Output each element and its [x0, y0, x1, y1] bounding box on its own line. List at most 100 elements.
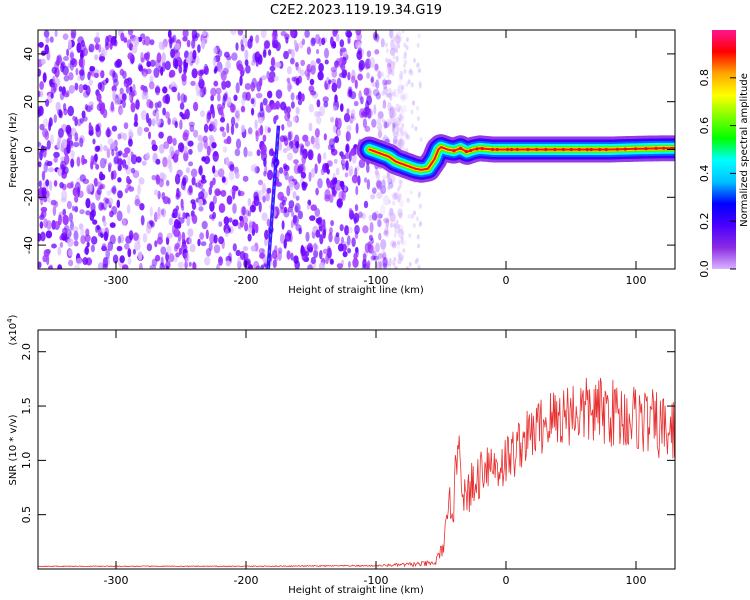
spectrogram-noise-blob	[262, 195, 266, 203]
spectrogram-signal-trace	[356, 134, 675, 183]
spectrogram-noise-fringe	[401, 230, 405, 236]
spectrogram-noise-blob	[341, 181, 345, 191]
spectrogram-noise-blob	[69, 140, 74, 149]
spectrogram-noise-blob	[122, 264, 129, 269]
spectrogram-noise-blob	[343, 113, 351, 123]
spectrogram-noise-fringe	[388, 121, 392, 127]
spectrogram-noise-blob	[258, 201, 262, 213]
spectrogram-noise-blob	[183, 67, 187, 75]
spectrogram-noise-blob	[325, 163, 329, 170]
spectrogram-noise-blob	[110, 101, 115, 112]
spectrogram-noise-blob	[66, 200, 72, 210]
spectrogram-noise-blob	[315, 142, 321, 150]
spectrogram-noise-blob	[96, 187, 102, 196]
spectrogram-noise-blob	[290, 252, 294, 261]
spectrogram-noise-blob	[322, 248, 329, 255]
spectrogram-noise-fringe	[403, 54, 407, 60]
spectrogram-noise-blob	[347, 72, 351, 81]
spectrogram-noise-blob	[291, 211, 295, 218]
spectrogram-noise-blob	[96, 31, 100, 39]
spectrogram-noise-blob	[381, 179, 386, 189]
spectrogram-noise-blob	[240, 105, 246, 113]
spectrogram-noise-blob	[151, 258, 158, 267]
spectrogram-noise-blob	[142, 233, 148, 243]
spectrogram-noise-fringe	[385, 232, 389, 238]
spectrogram-noise-blob	[183, 129, 190, 138]
spectrogram-noise-blob	[217, 93, 221, 102]
spectrogram-noise-blob	[101, 243, 107, 251]
spectrogram-signal-peak	[495, 147, 499, 152]
spectrogram-noise-blob	[314, 163, 318, 174]
spectrogram-noise-blob	[352, 257, 359, 268]
spectrogram-noise-blob	[40, 211, 44, 218]
spectrogram-noise-blob	[162, 156, 168, 168]
spectrogram-noise-blob	[112, 70, 116, 78]
spectrogram-noise-blob	[52, 82, 58, 93]
spectrogram-noise-blob	[240, 206, 247, 216]
spectrogram-noise-fringe	[401, 30, 405, 34]
spectrogram-noise-blob	[375, 179, 382, 189]
spectrogram-y-tick-label: 40	[22, 47, 35, 61]
spectrogram-noise-blob	[51, 243, 57, 249]
spectrogram-noise-blob	[235, 122, 239, 129]
spectrogram-noise-blob	[205, 229, 209, 240]
spectrogram-noise-blob	[76, 156, 81, 167]
spectrogram-noise-blob	[259, 107, 265, 118]
spectrogram-noise-fringe	[416, 116, 420, 122]
spectrogram-noise-blob	[190, 199, 196, 205]
spectrogram-noise-fringe	[416, 105, 419, 111]
spectrogram-noise-blob	[174, 173, 181, 185]
spectrogram-noise-blob	[48, 79, 54, 85]
spectrogram-noise-blob	[51, 84, 56, 95]
spectrogram-signal-peak	[589, 147, 593, 152]
spectrogram-signal-peak	[604, 147, 608, 152]
spectrogram-noise-blob	[297, 210, 303, 220]
snr-x-tick-label: 100	[626, 574, 647, 587]
spectrogram-noise-blob	[61, 138, 68, 148]
spectrogram-noise-blob	[301, 38, 306, 46]
spectrogram-noise-fringe	[403, 63, 406, 69]
spectrogram-noise-blob	[118, 150, 123, 156]
spectrogram-noise-blob	[295, 77, 300, 86]
spectrogram-noise-blob	[220, 70, 227, 82]
spectrogram-noise-blob	[49, 180, 53, 192]
spectrogram-streak-line	[266, 125, 281, 269]
spectrogram-noise-blob	[97, 82, 103, 90]
spectrogram-noise-blob	[383, 230, 389, 237]
spectrogram-noise-blob	[267, 127, 271, 133]
spectrogram-noise-blob	[345, 144, 349, 153]
spectrogram-noise-blob	[175, 193, 180, 200]
spectrogram-noise-blob	[335, 33, 340, 42]
spectrogram-noise-blob	[369, 57, 376, 69]
spectrogram-noise-blob	[107, 241, 114, 252]
spectrogram-noise-blob	[123, 122, 129, 130]
spectrogram-noise-blob	[376, 192, 383, 199]
spectrogram-noise-blob	[141, 57, 145, 63]
spectrogram-noise-blob	[74, 206, 79, 213]
spectrogram-noise-fringe	[395, 219, 399, 225]
spectrogram-noise-blob	[358, 59, 365, 71]
spectrogram-noise-blob	[141, 160, 147, 166]
spectrogram-noise-blob	[224, 94, 228, 100]
spectrogram-noise-blob	[341, 158, 346, 164]
spectrogram-noise-blob	[85, 85, 91, 96]
spectrogram-noise-fringe	[388, 176, 392, 182]
spectrogram-noise-blob	[237, 30, 244, 36]
spectrogram-noise-blob	[388, 69, 393, 75]
spectrogram-noise-blob	[178, 217, 185, 224]
spectrogram-noise-blob	[178, 247, 183, 255]
spectrogram-noise-blob	[247, 210, 252, 217]
spectrogram-noise-fringe	[406, 197, 410, 203]
spectrogram-noise-blob	[285, 36, 289, 44]
spectrogram-noise-blob	[172, 137, 177, 146]
spectrogram-noise-blob	[127, 52, 134, 60]
spectrogram-noise-blob	[370, 255, 376, 261]
spectrogram-noise-blob	[237, 189, 241, 197]
spectrogram-noise-blob	[157, 232, 163, 241]
spectrogram-noise-blob	[245, 209, 250, 217]
spectrogram-noise-blob	[228, 170, 235, 181]
spectrogram-noise-blob	[364, 125, 371, 132]
spectrogram-noise-blob	[255, 265, 261, 269]
spectrogram-noise-blob	[70, 150, 75, 159]
spectrogram-noise-fringe	[382, 186, 386, 192]
